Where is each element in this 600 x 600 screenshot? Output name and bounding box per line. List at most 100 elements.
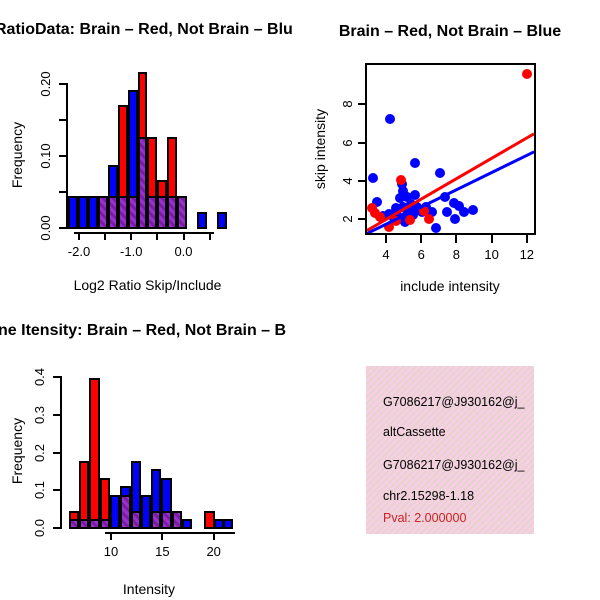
scatter-point-not-brain: [372, 196, 383, 207]
x-axis-tick: [420, 235, 423, 244]
y-axis-tick: [53, 527, 60, 529]
panel-intensity-histogram: ne Itensity: Brain – Red, Not Brain – B …: [0, 300, 298, 600]
hist-bar-overlap-segment: [137, 137, 148, 229]
panel-ratio-histogram: RatioData: Brain – Red, Not Brain – Blu …: [0, 0, 298, 300]
intensity-histogram-x-axis-label: Intensity: [122, 581, 176, 597]
y-tick-label: 8: [339, 100, 355, 108]
scatter-point-not-brain: [431, 222, 442, 233]
hist-bar-blue-segment: [78, 196, 88, 229]
hist-bar-red-segment: [167, 137, 178, 199]
panel-scatter-plot: Brain – Red, Not Brain – Blue include in…: [300, 0, 600, 300]
hist-bar-red-segment: [68, 511, 80, 522]
hist-bar-overlap-segment: [130, 511, 141, 529]
x-tick-label: 6: [417, 247, 425, 263]
scatter-point-brain: [383, 221, 394, 232]
hist-bar-overlap-segment: [177, 196, 188, 229]
hist-bar-red-segment: [157, 180, 168, 199]
scatter-point-brain: [521, 68, 532, 79]
hist-bar-overlap-segment: [107, 196, 118, 229]
scatter-point-brain: [418, 206, 429, 217]
y-axis-tick: [59, 119, 66, 121]
scatter-plot-title: Brain – Red, Not Brain – Blue: [338, 23, 562, 40]
splice-type-line: altCassette: [383, 425, 446, 439]
hist-bar-blue-segment: [151, 468, 162, 514]
x-tick-label: 15: [155, 544, 170, 559]
hist-bar-overlap-segment: [127, 196, 138, 229]
x-axis-tick: [156, 232, 159, 240]
y-tick-label: 0.10: [37, 143, 53, 169]
hist-bar-blue-segment: [197, 211, 208, 229]
hist-bar-blue-segment: [107, 165, 118, 199]
y-axis-tick: [357, 141, 365, 144]
scatter-point-brain: [374, 212, 385, 223]
x-tick-label: 0.0: [174, 244, 193, 259]
scatter-point-not-brain: [409, 190, 420, 201]
scatter-point-not-brain: [385, 113, 396, 124]
x-axis-tick: [455, 235, 458, 244]
y-axis-line: [60, 376, 62, 529]
scatter-y-axis-label: skip intensity: [312, 108, 328, 190]
hist-bar-blue-segment: [181, 519, 193, 529]
y-tick-label: 0.20: [37, 71, 53, 97]
scatter-point-brain: [395, 174, 406, 185]
y-axis-tick: [53, 489, 60, 492]
scatter-point-not-brain: [367, 172, 378, 183]
hist-bar-overlap-segment: [147, 196, 158, 229]
y-axis-tick: [53, 413, 60, 416]
x-tick-label: 10: [484, 247, 499, 263]
scatter-point-not-brain: [398, 186, 409, 197]
x-axis-tick: [490, 235, 493, 244]
y-axis-tick: [59, 191, 66, 193]
hist-bar-blue-segment: [130, 461, 141, 514]
x-axis-tick: [78, 232, 80, 240]
x-axis-tick: [182, 232, 185, 240]
hist-bar-blue-segment: [140, 494, 152, 529]
hist-bar-overlap-segment: [157, 196, 168, 229]
scatter-point-not-brain: [467, 205, 478, 216]
hist-bar-overlap-segment: [117, 196, 128, 229]
x-axis-tick: [104, 232, 107, 240]
scatter-point-not-brain: [401, 191, 412, 202]
ratio-histogram-x-axis-label: Log2 Ratio Skip/Include: [73, 277, 222, 293]
scatter-point-brain: [423, 213, 434, 224]
gene-info-box: G7086217@J930162@j_ altCassette G7086217…: [366, 366, 534, 534]
hist-bar-red-segment: [117, 104, 128, 199]
hist-bar-overlap-segment: [171, 511, 182, 529]
scatter-x-axis-label: include intensity: [400, 278, 500, 294]
x-axis-tick: [212, 532, 215, 540]
scatter-point-not-brain: [426, 207, 437, 218]
y-axis-tick: [59, 155, 66, 157]
x-tick-label: -2.0: [67, 244, 91, 259]
x-tick-label: 8: [452, 247, 460, 263]
hist-bar-blue-segment: [68, 196, 78, 229]
y-axis-tick: [53, 376, 60, 379]
hist-bar-overlap-segment: [167, 196, 178, 229]
y-tick-label: 0.4: [31, 368, 47, 387]
hist-bar-overlap-segment: [97, 196, 108, 229]
ratio-histogram-title: RatioData: Brain – Red, Not Brain – Blu: [0, 21, 293, 38]
hist-bar-blue-segment: [222, 519, 234, 529]
hist-bar-red-segment: [137, 72, 148, 139]
scatter-point-not-brain: [448, 197, 459, 208]
scatter-point-not-brain: [408, 210, 419, 221]
x-tick-label: -1.0: [120, 244, 143, 259]
hist-bar-red-segment: [147, 137, 158, 199]
x-axis-tick: [385, 235, 387, 244]
intensity-histogram-title: ne Itensity: Brain – Red, Not Brain – B: [0, 322, 287, 339]
scatter-point-not-brain: [394, 192, 405, 203]
panel-gene-info: G7086217@J930162@j_ altCassette G7086217…: [300, 300, 600, 600]
hist-bar-overlap-segment: [151, 511, 162, 529]
x-axis-tick: [208, 232, 211, 240]
y-axis-tick: [53, 451, 60, 454]
x-tick-label: 10: [103, 544, 119, 559]
scatter-point-not-brain: [434, 168, 445, 179]
hist-bar-overlap-segment: [120, 494, 131, 529]
hist-bar-blue-segment: [87, 196, 98, 229]
hist-bar-overlap-segment: [161, 511, 172, 529]
hist-bar-red-segment: [79, 461, 90, 522]
y-axis-tick: [357, 179, 365, 182]
hist-bar-red-segment: [204, 511, 215, 529]
x-tick-label: 4: [382, 247, 390, 263]
y-axis-tick: [59, 227, 66, 229]
